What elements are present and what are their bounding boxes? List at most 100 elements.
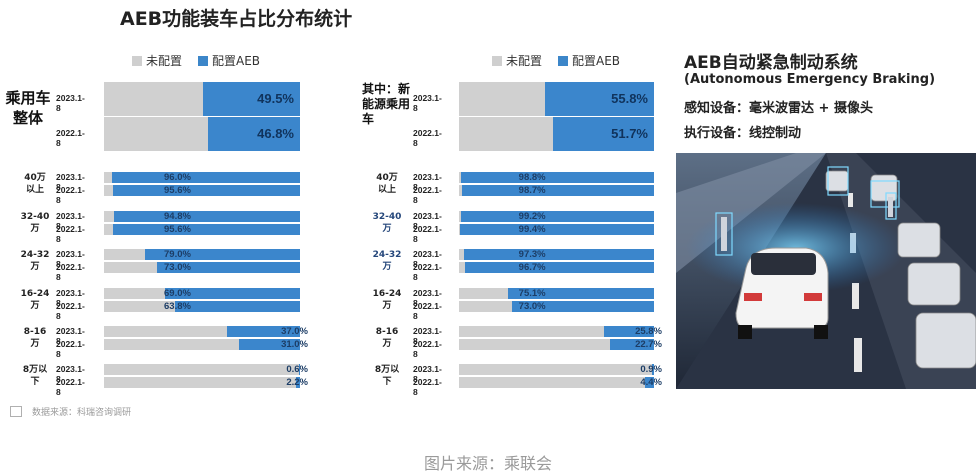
data-label: 22.7%	[635, 338, 662, 350]
period-label: 2022.1-8	[56, 128, 85, 148]
chart-title: AEB功能装车占比分布统计	[120, 8, 353, 30]
period-label: 2023.1-8	[56, 93, 85, 113]
bar-not-equipped	[104, 326, 300, 337]
group-label: 乘用车整体	[0, 88, 56, 128]
data-label: 99.2%	[518, 210, 546, 222]
bar-equipped	[112, 224, 300, 235]
bar-equipped	[164, 288, 300, 299]
period-label: 2022.1-8	[413, 376, 442, 397]
period-label: 2022.1-8	[56, 300, 85, 321]
category-label: 8万以下	[374, 365, 400, 387]
category-label: 16-24万	[20, 289, 50, 311]
period-label: 2022.1-8	[413, 184, 442, 205]
bar-equipped	[652, 364, 654, 375]
bar-equipped	[553, 117, 654, 151]
bar-equipped	[461, 185, 654, 196]
data-label: 96.7%	[518, 261, 546, 273]
aeb-sensing-line: 感知设备：毫米波雷达 + 摄像头	[684, 101, 873, 116]
category-label: 40万以上	[376, 173, 398, 195]
bar-equipped	[208, 117, 300, 151]
data-label: 46.8%	[257, 126, 294, 141]
period-label: 2022.1-8	[413, 300, 442, 321]
data-label: 49.5%	[257, 91, 294, 106]
data-source-note: 数据来源：科瑞咨询调研	[10, 405, 131, 418]
legend-swatch-not-equipped	[492, 55, 502, 66]
data-label: 63.8%	[164, 300, 191, 312]
bar-equipped	[545, 82, 654, 116]
period-label: 2023.1-8	[413, 93, 442, 113]
period-label: 2022.1-8	[56, 376, 85, 397]
data-label: 4.4%	[640, 376, 662, 388]
group-label: 其中：新能源乘用车	[362, 82, 412, 127]
legend-swatch-equipped	[558, 55, 569, 66]
bar-equipped	[461, 172, 654, 183]
aeb-actuation-line: 执行设备：线控制动	[684, 126, 802, 141]
aeb-panel-subtitle: (Autonomous Emergency Braking)	[684, 72, 936, 87]
data-label: 98.8%	[518, 171, 546, 183]
legend-label-equipped: 配置AEB	[212, 54, 261, 68]
category-label: 32-40万	[20, 212, 50, 234]
data-label: 97.3%	[518, 248, 546, 260]
data-label: 73.0%	[518, 300, 546, 312]
data-label: 94.8%	[164, 210, 191, 222]
bar-not-equipped	[459, 364, 654, 375]
bar-not-equipped	[459, 326, 654, 337]
bar-not-equipped	[459, 339, 654, 350]
bar-equipped	[295, 377, 300, 388]
data-label: 99.4%	[518, 223, 546, 235]
period-label: 2023.1-8	[56, 287, 85, 308]
bar-equipped	[111, 172, 300, 183]
bar-equipped	[460, 211, 654, 222]
data-label: 31.0%	[281, 338, 308, 350]
bar-not-equipped	[104, 364, 300, 375]
bar-equipped	[609, 339, 654, 350]
data-label: 69.0%	[164, 287, 191, 299]
data-label: 37.0%	[281, 325, 308, 337]
image-source-caption: 图片来源：乘联会	[423, 454, 552, 473]
bar-equipped	[112, 185, 300, 196]
legend-left: 未配置 配置AEB	[132, 52, 260, 69]
group-label-text: 其中：新能源乘用车	[362, 82, 411, 126]
bar-equipped	[507, 288, 654, 299]
bar-equipped	[465, 262, 654, 273]
data-label: 75.1%	[518, 287, 546, 299]
period-label: 2022.1-8	[413, 338, 442, 359]
bar-equipped	[511, 301, 654, 312]
period-label: 2023.1-8	[413, 210, 442, 231]
period-label: 2022.1-8	[413, 261, 442, 282]
category-label: 40万以上	[24, 173, 46, 195]
data-label: 0.6%	[286, 363, 308, 375]
period-label: 2023.1-8	[413, 171, 442, 192]
bar-not-equipped	[104, 377, 300, 388]
bar-equipped	[227, 326, 300, 337]
chart-source-icon	[10, 406, 22, 417]
category-label: 16-24万	[372, 289, 402, 311]
data-label: 25.8%	[635, 325, 662, 337]
data-label: 55.8%	[611, 91, 648, 106]
period-label: 2022.1-8	[56, 338, 85, 359]
category-label: 8万以下	[22, 365, 48, 387]
category-label: 24-32万	[372, 250, 402, 272]
data-label: 51.7%	[611, 126, 648, 141]
legend-label-equipped: 配置AEB	[572, 54, 621, 68]
data-label: 95.6%	[164, 184, 191, 196]
period-label: 2023.1-8	[56, 325, 85, 346]
data-source-text: 数据来源：科瑞咨询调研	[32, 408, 132, 418]
front-car-icon	[735, 247, 829, 339]
data-label: 73.0%	[164, 261, 191, 273]
category-label: 8-16万	[23, 327, 47, 349]
category-label: 8-16万	[375, 327, 399, 349]
legend-swatch-not-equipped	[132, 55, 142, 66]
bar-equipped	[603, 326, 654, 337]
bar-not-equipped	[104, 339, 300, 350]
bar-equipped	[145, 249, 300, 260]
period-label: 2023.1-8	[413, 325, 442, 346]
bar-equipped	[298, 364, 300, 375]
bar-equipped	[645, 377, 654, 388]
aeb-road-illustration	[676, 153, 976, 389]
period-label: 2022.1-8	[56, 184, 85, 205]
period-label: 2023.1-8	[413, 363, 442, 384]
data-label: 0.9%	[640, 363, 662, 375]
period-label: 2023.1-8	[56, 210, 85, 231]
data-label: 2.2%	[286, 376, 308, 388]
